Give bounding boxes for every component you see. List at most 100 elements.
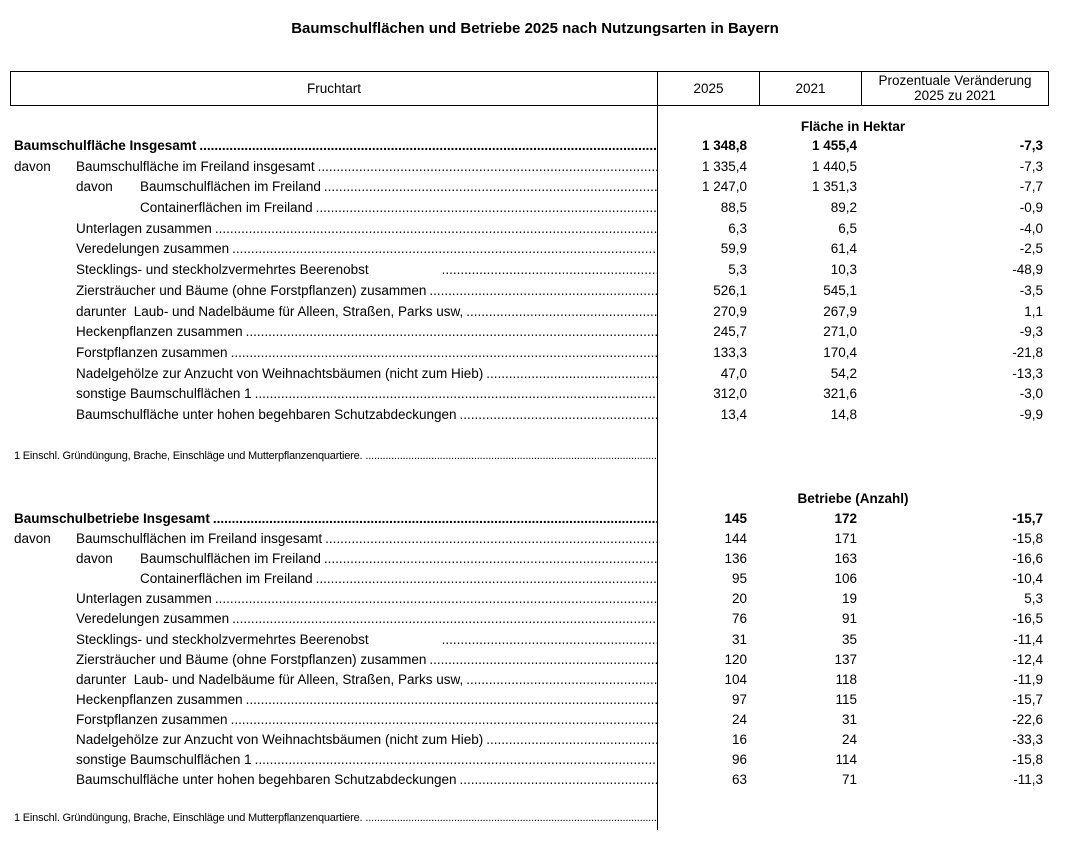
row-label: Unterlagen zusammen xyxy=(76,591,212,607)
row-label: Containerflächen im Freiland xyxy=(140,200,313,216)
table-row: Containerflächen im Freiland 95 106 -10,4 xyxy=(10,569,1048,589)
column-header-change-line1: Prozentuale Veränderung xyxy=(878,73,1032,88)
cell-2021: 267,9 xyxy=(823,303,857,319)
dot-leader xyxy=(466,670,657,690)
cell-2025: 312,0 xyxy=(713,386,747,402)
cell-2025: 16 xyxy=(731,732,747,748)
dot-leader xyxy=(316,198,657,219)
cell-2021: 321,6 xyxy=(823,386,857,402)
cell-2021: 163 xyxy=(834,551,857,567)
table-row: Baumschulfläche Insgesamt 1 348,8 1 455,4 -… xyxy=(10,136,1048,157)
row-label: darunter Laub- und Nadelbäume für Alleen… xyxy=(76,303,464,319)
dot-leader xyxy=(442,260,657,281)
dot-leader xyxy=(316,569,657,589)
row-label-area: Heckenpflanzen zusammen xyxy=(10,690,657,710)
row-label: Baumschulfläche Insgesamt xyxy=(14,138,197,153)
section-unit-header-betriebe: Betriebe (Anzahl) xyxy=(797,491,909,506)
cell-2025: 5,3 xyxy=(728,262,747,278)
row-label: Containerflächen im Freiland xyxy=(140,571,313,587)
dot-leader xyxy=(429,281,657,302)
dot-leader xyxy=(460,405,657,426)
cell-2021: 137 xyxy=(834,651,857,667)
cell-change: -22,6 xyxy=(1012,711,1043,727)
table-row: Stecklings- und steckholzvermehrtes Beer… xyxy=(10,630,1048,650)
cell-2025: 95 xyxy=(731,571,747,587)
cell-2021: 35 xyxy=(841,631,857,647)
cell-change: -15,8 xyxy=(1012,752,1043,768)
cell-2025: 120 xyxy=(724,651,747,667)
row-label: Baumschulfläche unter hohen begehbaren S… xyxy=(76,406,457,422)
cell-2021: 10,3 xyxy=(830,262,857,278)
cell-2025: 1 335,4 xyxy=(701,158,747,174)
cell-2021: 19 xyxy=(841,591,857,607)
row-label-area: davon Baumschulfläche im Freiland insgesa… xyxy=(10,157,657,178)
row-label-area: Stecklings- und steckholzvermehrtes Beer… xyxy=(10,630,657,650)
row-label: Ziersträucher und Bäume (ohne Forstpflan… xyxy=(76,282,427,298)
dot-leader xyxy=(215,589,657,609)
dot-leader xyxy=(255,750,657,770)
cell-2021: 71 xyxy=(841,772,857,788)
cell-change: -4,0 xyxy=(1019,220,1043,236)
row-label: Forstpflanzen zusammen xyxy=(76,711,228,727)
dot-leader xyxy=(325,529,657,549)
column-header-2025: 2025 xyxy=(658,72,760,105)
cell-change: -33,3 xyxy=(1012,732,1043,748)
row-label-area: Baumschulfläche Insgesamt xyxy=(10,136,657,157)
row-label: sonstige Baumschulflächen 1 xyxy=(76,752,252,768)
cell-change: -7,7 xyxy=(1019,179,1043,195)
dot-leader xyxy=(486,730,657,750)
row-label: darunter Laub- und Nadelbäume für Alleen… xyxy=(76,671,464,687)
dot-leader xyxy=(215,219,657,240)
cell-2021: 14,8 xyxy=(830,406,857,422)
cell-2025: 104 xyxy=(724,671,747,687)
table-row: davon Baumschulflächen im Freiland insges… xyxy=(10,529,1048,549)
row-label-area: sonstige Baumschulflächen 1 xyxy=(10,384,657,405)
table-row: Baumschulbetriebe Insgesamt 145 172 -15,7 xyxy=(10,509,1048,529)
cell-2025: 145 xyxy=(724,511,747,526)
cell-2021: 271,0 xyxy=(823,324,857,340)
table-row: Veredelungen zusammen 76 91 -16,5 xyxy=(10,609,1048,629)
row-label: Veredelungen zusammen xyxy=(76,611,230,627)
dot-leader xyxy=(324,177,657,198)
row-label: Heckenpflanzen zusammen xyxy=(76,324,243,340)
page-title: Baumschulflächen und Betriebe 2025 nach … xyxy=(291,20,779,37)
table-row: Unterlagen zusammen 20 19 5,3 xyxy=(10,589,1048,609)
cell-2021: 171 xyxy=(834,531,857,547)
table-row: davon Baumschulfläche im Freiland insgesa… xyxy=(10,157,1048,178)
row-label: Baumschulflächen im Freiland xyxy=(140,179,321,195)
cell-change: -11,3 xyxy=(1013,772,1043,788)
row-label-area: Heckenpflanzen zusammen xyxy=(10,322,657,343)
dot-leader xyxy=(199,136,657,157)
cell-change: 1,1 xyxy=(1024,303,1043,319)
cell-2021: 54,2 xyxy=(830,365,857,381)
row-label-area: darunter Laub- und Nadelbäume für Alleen… xyxy=(10,302,657,323)
cell-2025: 63 xyxy=(731,772,747,788)
dot-leader xyxy=(232,239,657,260)
cell-2025: 526,1 xyxy=(713,282,747,298)
cell-2021: 89,2 xyxy=(830,200,857,216)
dot-leader xyxy=(318,157,657,178)
cell-change: -7,3 xyxy=(1019,158,1043,174)
row-label: Baumschulflächen im Freiland insgesamt xyxy=(76,531,323,547)
cell-change: -21,8 xyxy=(1012,344,1043,360)
cell-2025: 47,0 xyxy=(720,365,747,381)
table-row: Baumschulfläche unter hohen begehbaren S… xyxy=(10,405,1048,426)
cell-2025: 136 xyxy=(724,551,747,567)
cell-change: -15,7 xyxy=(1012,511,1043,526)
cell-change: -3,5 xyxy=(1019,282,1043,298)
column-header-2021: 2021 xyxy=(760,72,862,105)
cell-2025: 1 348,8 xyxy=(701,138,747,153)
footnote-text: 1 Einschl. Gründüngung, Brache, Einschlä… xyxy=(14,450,363,462)
cell-2025: 6,3 xyxy=(728,220,747,236)
row-label: Forstpflanzen zusammen xyxy=(76,344,228,360)
table-row: Heckenpflanzen zusammen 97 115 -15,7 xyxy=(10,690,1048,710)
cell-2021: 115 xyxy=(835,691,857,707)
table-row: Unterlagen zusammen 6,3 6,5 -4,0 xyxy=(10,219,1048,240)
cell-change: -16,5 xyxy=(1012,611,1043,627)
row-label-area: Baumschulfläche unter hohen begehbaren S… xyxy=(10,405,657,426)
dot-leader xyxy=(460,770,657,790)
dot-leader xyxy=(365,811,657,825)
row-label: Baumschulfläche im Freiland insgesamt xyxy=(76,158,315,174)
row-label-area: sonstige Baumschulflächen 1 xyxy=(10,750,657,770)
